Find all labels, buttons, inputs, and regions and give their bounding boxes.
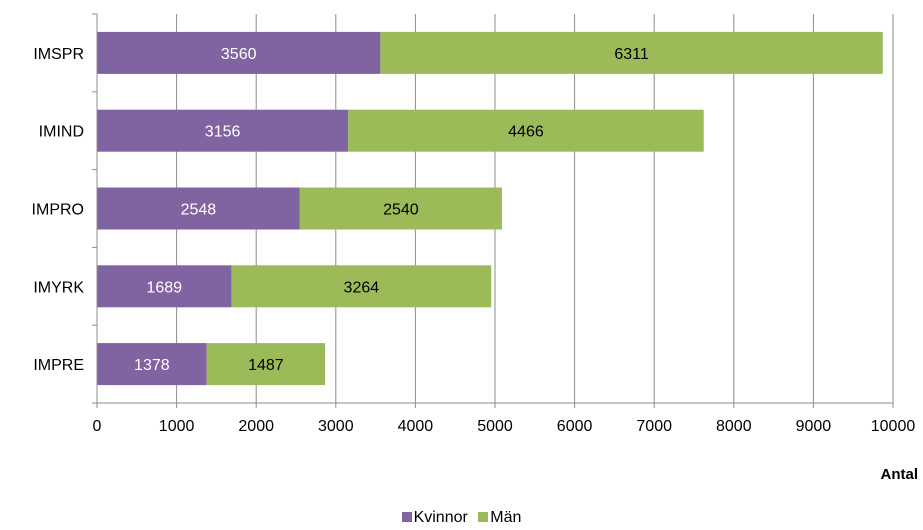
category-label: IMIND xyxy=(39,124,84,141)
category-label: IMPRO xyxy=(32,202,84,219)
bar-segment xyxy=(97,31,381,74)
axes xyxy=(92,13,894,408)
x-axis-title: Antal xyxy=(881,466,919,483)
data-label: 3264 xyxy=(344,279,380,296)
legend-swatch-man xyxy=(478,512,489,522)
data-label: 1378 xyxy=(134,357,170,374)
bar-segment xyxy=(97,343,207,386)
bar-segment xyxy=(348,109,704,152)
category-label: IMSPR xyxy=(33,46,84,63)
category-label: IMPRE xyxy=(33,357,84,374)
x-tick-label: 2000 xyxy=(238,418,274,435)
bar-segment xyxy=(97,265,232,308)
x-tick-label: 5000 xyxy=(477,418,513,435)
data-label: 1487 xyxy=(248,357,284,374)
x-tick-label: 3000 xyxy=(318,418,354,435)
x-tick-label: 0 xyxy=(93,418,102,435)
data-label: 3560 xyxy=(221,46,257,63)
category-label: IMYRK xyxy=(33,279,84,296)
bar-segment xyxy=(380,31,883,74)
legend-item-kvinnor: Kvinnor xyxy=(401,509,468,527)
bar-segment xyxy=(97,187,300,230)
x-tick-label: 6000 xyxy=(557,418,593,435)
bars xyxy=(97,31,883,386)
data-label: 6311 xyxy=(614,46,649,63)
legend-label-man: Män xyxy=(490,509,522,526)
x-tick-label: 9000 xyxy=(796,418,832,435)
x-tick-label: 10000 xyxy=(871,418,916,435)
data-label: 2548 xyxy=(181,202,217,219)
data-label: 3156 xyxy=(205,124,241,141)
legend-item-man: Män xyxy=(478,509,521,527)
labels: 0 1000 2000 3000 4000 5000 6000 7000 8000 9000 100… xyxy=(32,46,916,435)
x-tick-label: 1000 xyxy=(159,418,195,435)
x-tick-label: 4000 xyxy=(398,418,434,435)
data-label: 2540 xyxy=(383,202,419,219)
x-tick-label: 7000 xyxy=(636,418,672,435)
legend-swatch-kvinnor xyxy=(401,512,412,522)
x-tick-label: 8000 xyxy=(716,418,752,435)
data-label: 4466 xyxy=(508,124,544,141)
data-label: 1689 xyxy=(146,279,182,296)
bar-segment xyxy=(206,343,326,386)
bar-segment xyxy=(97,109,349,152)
bar-segment xyxy=(299,187,503,230)
legend-label-kvinnor: Kvinnor xyxy=(413,509,468,526)
bar-segment xyxy=(231,265,492,308)
legend: Kvinnor Män xyxy=(0,509,923,527)
